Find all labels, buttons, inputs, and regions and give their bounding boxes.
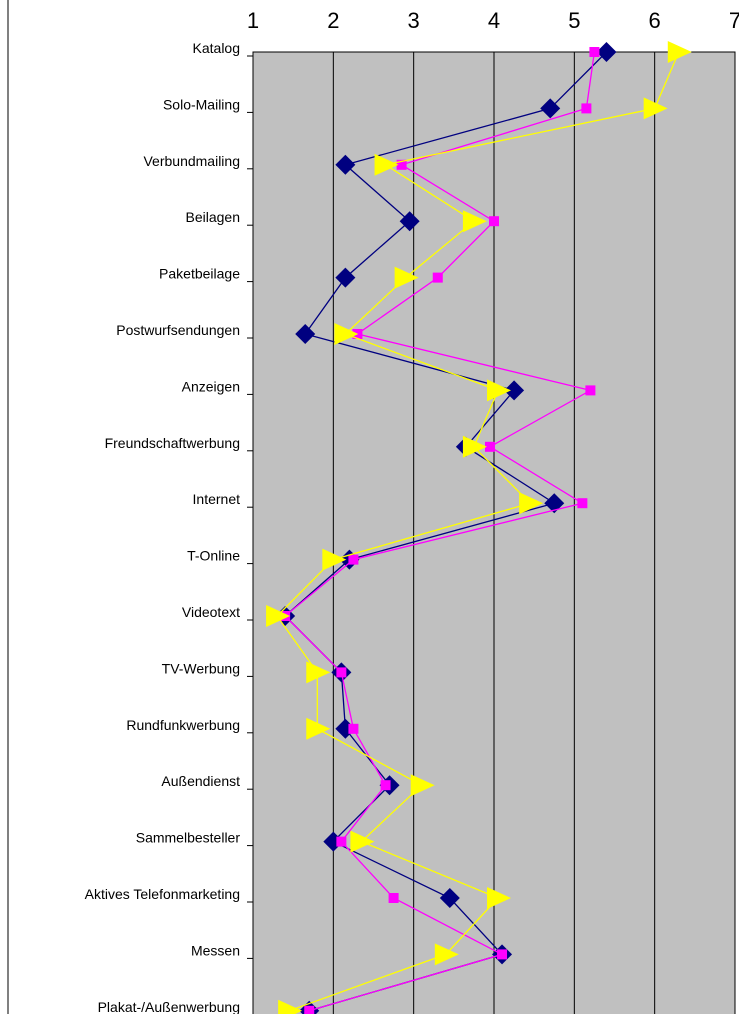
data-point-square [336,667,347,678]
category-label: Freundschaftwerbung [105,435,240,451]
data-point-triangle [374,153,399,176]
data-point-square [432,272,443,283]
category-label: Plakat-/Außenwerbung [98,999,240,1014]
data-point-square [348,723,359,734]
x-tick-label: 4 [488,8,500,33]
data-point-triangle [462,210,487,233]
series-line [284,51,596,1012]
data-point-square [489,216,499,227]
data-point-square [304,1005,315,1014]
data-point-diamond [399,211,420,232]
category-label: Außendienst [161,773,240,789]
x-tick-label: 6 [649,8,661,33]
category-label: Anzeigen [182,378,240,394]
data-point-triangle [434,943,459,966]
data-point-square [388,893,399,903]
category-label: T-Online [187,548,240,564]
category-label: Rundfunkwerbung [126,717,240,733]
data-point-triangle [322,548,347,571]
category-label: Aktives Telefonmarketing [85,886,240,902]
data-point-square [585,385,596,396]
data-point-square [484,441,495,452]
category-label: Internet [193,491,241,507]
category-label: Solo-Mailing [163,96,240,112]
data-point-triangle [266,605,291,627]
gridlines [332,52,656,1014]
x-tick-label: 5 [568,8,580,33]
category-label: Beilagen [186,209,241,225]
category-label: Katalog [193,40,240,56]
x-tick-label: 2 [327,8,339,33]
category-label: Verbundmailing [143,153,240,169]
data-point-square [577,498,588,509]
category-label: Postwurfsendungen [116,322,240,338]
category-labels: Katalog Solo-Mailing Verbundmailing Beilage… [85,40,253,1014]
data-point-square [348,554,359,565]
data-point-square [336,836,347,847]
data-point-triangle [667,41,692,63]
data-point-triangle [519,492,544,515]
data-point-triangle [350,830,375,853]
category-label: Paketbeilage [159,266,240,282]
data-point-diamond [544,493,565,514]
category-label: Messen [191,942,240,958]
series-triangle [266,41,692,1014]
data-point-square [497,949,508,960]
category-label: Sammelbesteller [136,830,241,846]
data-point-triangle [487,887,512,909]
x-tick-label: 1 [247,8,259,33]
x-tick-label: 7 [729,8,739,33]
category-label: TV-Werbung [162,660,240,676]
category-label: Videotext [182,604,240,620]
data-point-triangle [394,266,419,289]
data-point-diamond [295,324,316,344]
x-axis-ticks: 1 2 3 4 5 6 7 [247,8,739,33]
data-point-square [589,47,600,57]
data-point-square [380,780,391,791]
data-point-diamond [540,98,561,119]
data-point-triangle [334,323,359,345]
data-point-triangle [643,97,668,120]
data-point-triangle [306,661,331,684]
x-tick-label: 3 [408,8,420,33]
data-point-triangle [278,999,303,1014]
data-point-triangle [487,379,512,402]
data-point-triangle [306,717,331,740]
series-line [276,51,680,1012]
data-point-diamond [335,154,356,175]
data-point-diamond [439,888,460,908]
data-point-triangle [410,774,435,797]
data-point-square [396,159,407,170]
data-point-square [581,103,592,114]
data-point-triangle [462,435,487,458]
data-point-diamond [504,380,525,401]
series-group [266,41,692,1014]
data-point-diamond [335,267,356,288]
data-point-diamond [596,42,617,62]
